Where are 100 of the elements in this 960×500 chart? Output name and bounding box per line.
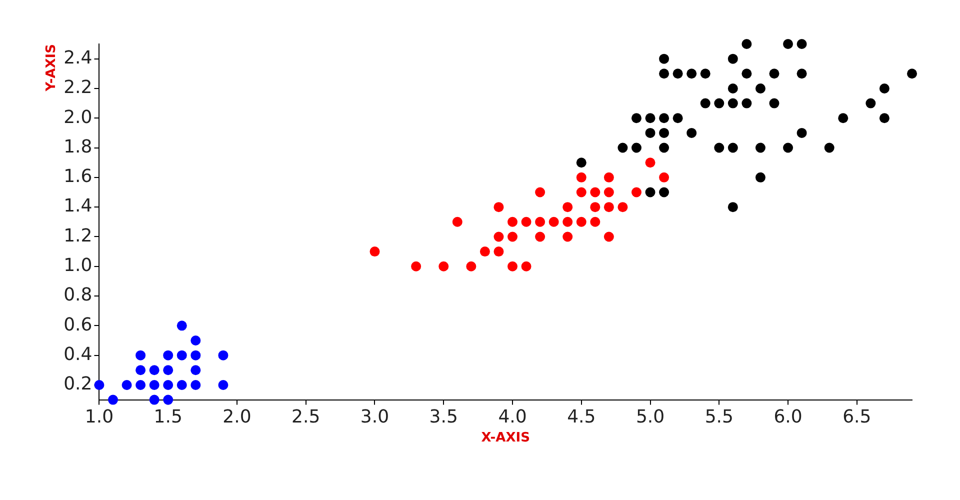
point [659, 54, 670, 64]
y-tick-label: 1.8 [64, 136, 92, 158]
point [604, 172, 614, 182]
y-tick-label: 1.6 [64, 166, 92, 188]
point [645, 158, 656, 168]
point [480, 246, 490, 257]
point [163, 350, 174, 360]
point [700, 98, 710, 108]
y-tick-label: 2.4 [64, 47, 92, 68]
point [645, 187, 656, 198]
y-tick-label: 0.8 [64, 284, 92, 306]
point [796, 68, 807, 79]
point [604, 187, 614, 198]
point [618, 142, 628, 153]
point [742, 98, 752, 108]
x-tick-label: 6.5 [842, 406, 872, 428]
point [452, 216, 462, 227]
point [108, 394, 118, 405]
point [535, 187, 546, 198]
point [604, 202, 614, 212]
point [796, 128, 807, 138]
point [659, 187, 670, 198]
point [631, 142, 642, 153]
point [508, 261, 518, 272]
point [686, 128, 697, 138]
point [659, 128, 670, 138]
point [562, 216, 573, 227]
point [879, 83, 890, 94]
point [190, 350, 201, 360]
point [728, 54, 738, 64]
point [672, 68, 683, 79]
point [149, 394, 160, 405]
point [149, 380, 160, 390]
point [755, 83, 766, 94]
point [494, 202, 504, 212]
point [631, 113, 642, 124]
x-tick-label: 2.0 [222, 406, 252, 428]
y-tick-label: 2.0 [64, 106, 92, 128]
point [136, 365, 146, 376]
point [742, 39, 752, 49]
point [508, 232, 518, 242]
x-tick-label: 5.5 [704, 406, 734, 428]
point [728, 98, 738, 108]
point [590, 202, 600, 212]
point [755, 142, 766, 153]
x-tick-label: 5.0 [636, 406, 665, 428]
point [176, 380, 187, 390]
point [824, 142, 834, 153]
point [783, 39, 794, 49]
point [190, 336, 201, 346]
point [163, 365, 174, 376]
point [136, 350, 146, 360]
point [370, 246, 380, 257]
point [176, 320, 187, 331]
y-tick-label: 1.2 [64, 225, 92, 246]
point [907, 68, 917, 79]
x-tick-label: 4.5 [567, 406, 596, 428]
point [645, 128, 656, 138]
point [438, 261, 449, 272]
y-tick-label: 0.4 [64, 344, 92, 365]
point [659, 142, 670, 153]
point [796, 39, 807, 49]
y-axis-title: Y-AXIS [44, 44, 60, 92]
y-tick-label: 0.2 [64, 374, 92, 395]
point [508, 216, 518, 227]
point [672, 113, 683, 124]
point [728, 83, 738, 94]
point [411, 261, 422, 272]
point [548, 216, 559, 227]
x-tick-label: 6.0 [774, 406, 802, 428]
point [576, 158, 586, 168]
point [783, 142, 794, 153]
point [94, 380, 104, 390]
point [535, 232, 546, 242]
point [645, 113, 656, 124]
point [618, 202, 628, 212]
point [576, 216, 586, 227]
point [190, 365, 201, 376]
point [659, 113, 670, 124]
x-tick-label: 2.5 [292, 406, 320, 428]
point [576, 187, 586, 198]
point [769, 98, 780, 108]
point [755, 172, 766, 182]
point [218, 380, 228, 390]
point [535, 216, 546, 227]
point [659, 172, 670, 182]
x-axis-title: X-AXIS [481, 430, 530, 446]
point [769, 68, 780, 79]
point [562, 202, 573, 212]
point [136, 380, 146, 390]
point [521, 216, 532, 227]
point [742, 68, 752, 79]
point [659, 68, 670, 79]
point [494, 246, 504, 257]
point [631, 187, 642, 198]
point [466, 261, 476, 272]
x-tick-label: 3.0 [360, 406, 390, 428]
point [163, 394, 174, 405]
point [604, 232, 614, 242]
point [700, 68, 710, 79]
